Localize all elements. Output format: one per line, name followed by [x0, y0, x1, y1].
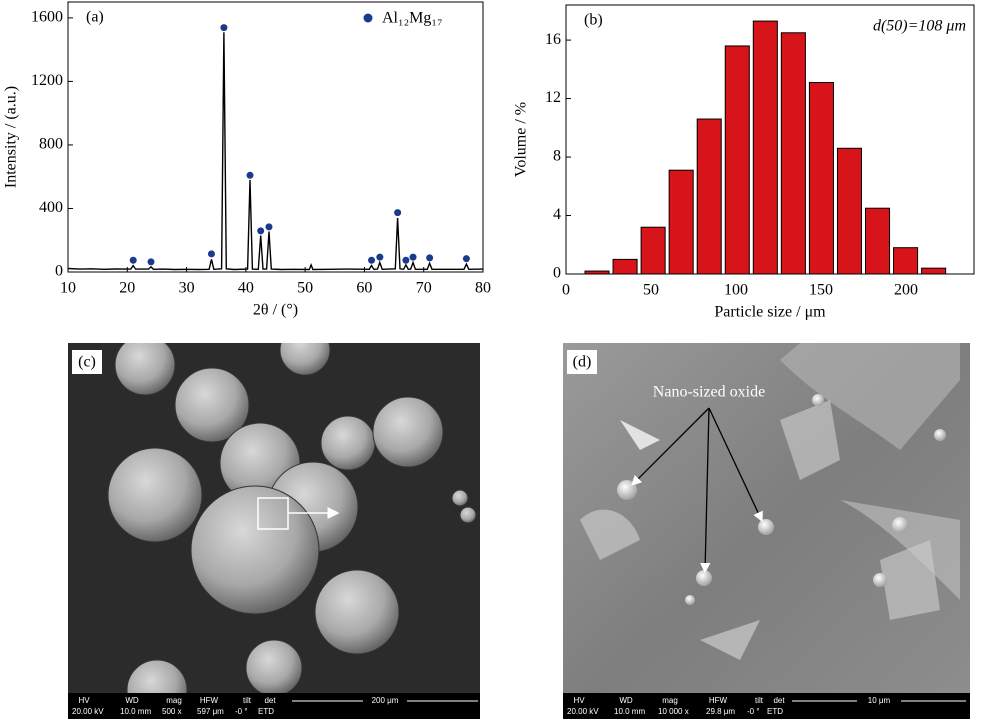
- peak-marker: [246, 171, 254, 179]
- y-tick-label: 12: [545, 89, 561, 106]
- info-key: WD: [619, 696, 633, 705]
- info-value: ETD: [767, 707, 783, 716]
- scale-bar-label: 200 μm: [372, 696, 399, 705]
- sem-image-d: [563, 343, 970, 719]
- x-tick-label: 40: [238, 280, 254, 297]
- info-key: mag: [662, 696, 678, 705]
- info-value: 10.0 mm: [120, 707, 151, 716]
- peak-marker: [376, 253, 384, 261]
- y-tick-label: 16: [545, 31, 561, 48]
- panel-label: (d): [573, 354, 592, 371]
- info-key: HV: [573, 696, 585, 705]
- peak-marker: [394, 209, 402, 217]
- peak-marker: [207, 250, 215, 258]
- info-value: 10 000 x: [658, 707, 689, 716]
- x-tick-label: 60: [356, 280, 372, 297]
- annotation: Nano-sized oxide: [653, 384, 765, 401]
- x-tick-label: 10: [60, 280, 76, 297]
- legend-marker: [363, 13, 373, 23]
- info-key: det: [264, 696, 276, 705]
- scale-label-bg: [363, 695, 407, 707]
- x-axis-label: Particle size / μm: [714, 304, 826, 321]
- info-key: HFW: [709, 696, 728, 705]
- peak-marker: [257, 227, 265, 235]
- annotation: d(50)=108 μm: [873, 18, 966, 35]
- xrd-line: [67, 32, 484, 271]
- y-axis-label: Intensity / (a.u.): [3, 86, 20, 188]
- plot-frame: [565, 4, 975, 275]
- x-tick-label: 50: [297, 280, 313, 297]
- peak-marker: [147, 258, 155, 266]
- legend-label: Al₁₂Mg₁₇: [382, 10, 443, 27]
- x-tick-label: 200: [894, 282, 918, 299]
- info-value: -0 °: [235, 707, 248, 716]
- y-tick-label: 4: [553, 206, 561, 223]
- bar: [668, 169, 694, 275]
- y-tick-label: 8: [553, 148, 561, 165]
- x-tick-label: 50: [643, 282, 659, 299]
- plot-frame: [67, 1, 484, 273]
- peak-marker: [129, 256, 137, 264]
- info-value: 10.0 mm: [614, 707, 645, 716]
- panel-label-box: [72, 350, 102, 374]
- info-value: ETD: [258, 707, 274, 716]
- peak-marker: [409, 253, 417, 261]
- info-key: mag: [166, 696, 182, 705]
- info-key: tilt: [243, 696, 252, 705]
- info-key: HV: [78, 696, 90, 705]
- y-tick-label: 400: [39, 199, 63, 216]
- info-value: 29.8 μm: [706, 707, 735, 716]
- x-tick-label: 80: [475, 280, 491, 297]
- peak-marker: [220, 24, 228, 32]
- x-tick-label: 30: [179, 280, 195, 297]
- scale-bar-label: 10 μm: [868, 696, 891, 705]
- x-tick-label: 20: [119, 280, 135, 297]
- x-tick-label: 150: [809, 282, 833, 299]
- peak-marker: [265, 223, 273, 231]
- panel-label: (a): [86, 9, 104, 26]
- bar: [612, 258, 638, 275]
- info-key: det: [773, 696, 785, 705]
- panel-label: (b): [584, 12, 603, 29]
- info-key: HFW: [200, 696, 219, 705]
- y-tick-label: 1600: [31, 9, 63, 26]
- bar: [865, 207, 891, 275]
- bar: [752, 20, 778, 275]
- scale-label-bg: [857, 695, 901, 707]
- info-value: 20.00 kV: [72, 707, 104, 716]
- bar: [808, 81, 834, 275]
- bar: [893, 247, 919, 275]
- peak-marker: [402, 256, 410, 264]
- panel-label-box: [567, 350, 597, 374]
- y-tick-label: 0: [55, 263, 63, 280]
- info-value: 597 μm: [197, 707, 224, 716]
- y-tick-label: 800: [39, 136, 63, 153]
- info-value: -0 °: [747, 707, 760, 716]
- info-key: tilt: [755, 696, 764, 705]
- bar: [921, 267, 947, 275]
- info-key: WD: [125, 696, 139, 705]
- y-axis-label: Volume / %: [513, 102, 530, 177]
- y-tick-label: 0: [553, 265, 561, 282]
- x-tick-label: 100: [724, 282, 748, 299]
- panel-label: (c): [78, 354, 96, 371]
- bar: [780, 32, 806, 275]
- info-value: 500 x: [162, 707, 182, 716]
- peak-marker: [462, 255, 470, 263]
- x-tick-label: 0: [562, 282, 570, 299]
- peak-marker: [368, 256, 376, 264]
- bar: [836, 147, 863, 275]
- info-value: 20.00 kV: [567, 707, 599, 716]
- y-tick-label: 1200: [31, 72, 63, 89]
- bar: [640, 226, 666, 275]
- peak-marker: [426, 254, 434, 262]
- bar: [696, 118, 722, 275]
- bar: [724, 45, 750, 275]
- x-axis-label: 2θ / (°): [253, 302, 298, 319]
- x-tick-label: 70: [416, 280, 432, 297]
- sem-image-c: [68, 343, 480, 719]
